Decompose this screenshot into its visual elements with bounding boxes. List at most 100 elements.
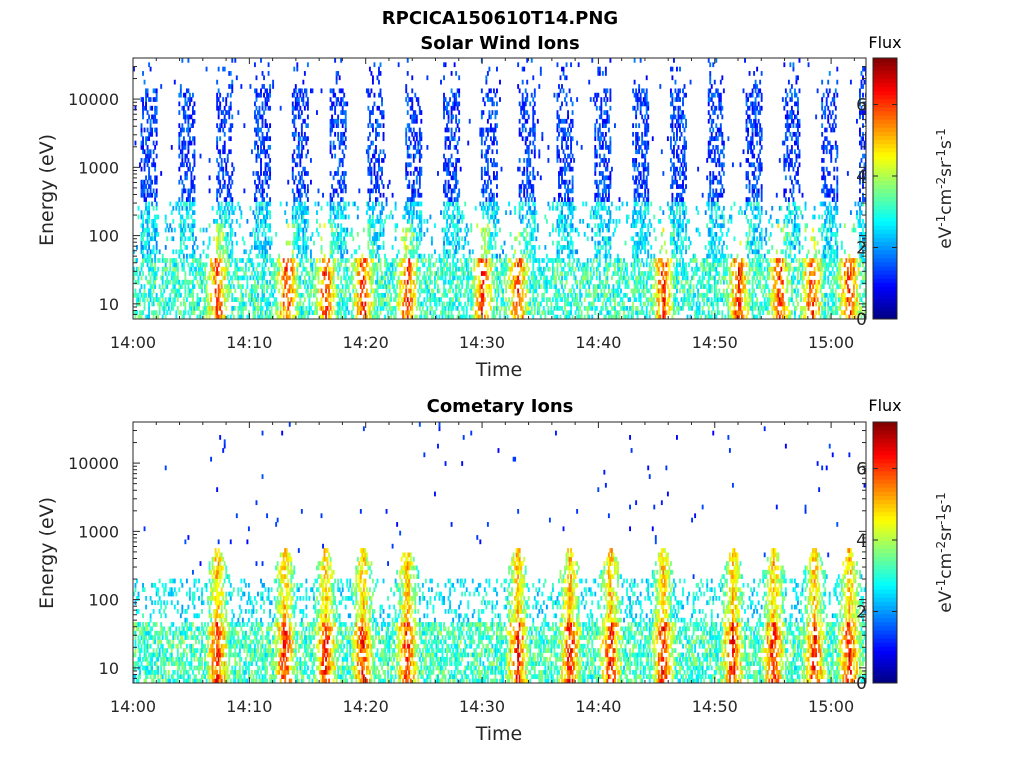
- spectrogram-cell: [151, 232, 154, 237]
- spectrogram-cell: [384, 262, 386, 268]
- spectrogram-cell: [181, 227, 184, 233]
- spectrogram-cell: [344, 262, 347, 268]
- spectrogram-cell: [396, 253, 399, 259]
- spectrogram-cell: [261, 123, 264, 128]
- spectrogram-cell: [226, 266, 229, 272]
- spectrogram-cell: [260, 58, 262, 63]
- spectrogram-cell: [331, 197, 334, 202]
- spectrogram-cell: [489, 288, 492, 294]
- spectrogram-cell: [539, 175, 542, 181]
- spectrogram-cell: [255, 127, 258, 133]
- spectrogram-cell: [291, 253, 294, 259]
- spectrogram-cell: [267, 97, 270, 102]
- spectrogram-cell: [568, 201, 571, 207]
- spectrogram-cell: [258, 188, 261, 194]
- spectrogram-cell: [148, 184, 151, 189]
- spectrogram-cell: [149, 97, 152, 102]
- spectrogram-cell: [293, 271, 296, 276]
- spectrogram-cell: [247, 253, 250, 259]
- spectrogram-cell: [257, 145, 259, 150]
- spectrogram-cell: [567, 214, 570, 220]
- spectrogram-cell: [143, 284, 146, 289]
- spectrogram-cell: [133, 292, 135, 298]
- spectrogram-cell: [291, 205, 294, 211]
- spectrogram-cell: [305, 192, 308, 198]
- spectrogram-cell: [471, 314, 474, 319]
- spectrogram-cell: [302, 305, 305, 311]
- spectrogram-cell: [338, 266, 341, 272]
- spectrogram-cell: [296, 284, 299, 289]
- spectrogram-cell: [443, 288, 445, 294]
- spectrogram-cell: [312, 292, 315, 298]
- spectrogram-cell: [297, 236, 300, 242]
- spectrogram-cell: [149, 275, 152, 281]
- spectrogram-cell: [332, 279, 335, 285]
- spectrogram-cell: [488, 227, 491, 233]
- spectrogram-cell: [443, 301, 445, 307]
- spectrogram-cell: [305, 227, 308, 233]
- spectrogram-cell: [503, 240, 506, 246]
- spectrogram-cell: [402, 271, 405, 276]
- spectrogram-cell: [322, 271, 324, 276]
- spectrogram-cell: [496, 175, 498, 181]
- spectrogram-cell: [355, 301, 358, 307]
- spectrogram-cell: [368, 236, 371, 242]
- spectrogram-cell: [316, 271, 318, 276]
- spectrogram-cell: [538, 262, 541, 268]
- spectrogram-cell: [526, 149, 529, 155]
- spectrogram-cell: [390, 297, 393, 302]
- spectrogram-cell: [237, 110, 240, 115]
- spectrogram-cell: [254, 288, 256, 294]
- spectrogram-cell: [154, 175, 157, 181]
- spectrogram-cell: [562, 288, 565, 294]
- spectrogram-cell: [533, 197, 536, 202]
- spectrogram-cell: [562, 179, 565, 185]
- spectrogram-cell: [559, 171, 562, 176]
- spectrogram-cell: [440, 258, 442, 263]
- spectrogram-cell: [411, 218, 414, 224]
- spectrogram-cell: [148, 97, 151, 102]
- spectrogram-cell: [382, 301, 385, 307]
- spectrogram-cell: [187, 166, 190, 172]
- spectrogram-cell: [437, 288, 439, 294]
- spectrogram-cell: [471, 301, 474, 307]
- spectrogram-cell: [446, 127, 449, 133]
- spectrogram-cell: [338, 101, 341, 107]
- spectrogram-cell: [205, 314, 208, 319]
- spectrogram-cell: [423, 288, 426, 294]
- spectrogram-cell: [184, 97, 187, 102]
- spectrogram-cell: [388, 305, 391, 311]
- spectrogram-cell: [211, 262, 214, 268]
- spectrogram-cell: [456, 149, 459, 155]
- spectrogram-cell: [375, 232, 377, 237]
- spectrogram-cell: [340, 118, 343, 124]
- spectrogram-cell: [545, 275, 548, 281]
- spectrogram-cell: [182, 310, 185, 316]
- spectrogram-cell: [267, 105, 270, 111]
- spectrogram-cell: [244, 292, 247, 298]
- spectrogram-cell: [526, 258, 529, 263]
- spectrogram-cell: [216, 245, 219, 250]
- spectrogram-cell: [532, 123, 535, 128]
- spectrogram-cell: [412, 153, 415, 159]
- spectrogram-cell: [331, 284, 334, 289]
- spectrogram-cell: [293, 245, 296, 250]
- spectrogram-cell: [568, 179, 571, 185]
- spectrogram-cell: [185, 297, 188, 302]
- spectrogram-cell: [247, 310, 250, 316]
- spectrogram-cell: [267, 153, 270, 159]
- spectrogram-cell: [562, 131, 565, 137]
- spectrogram-cell: [470, 275, 473, 281]
- spectrogram-cell: [261, 249, 264, 255]
- spectrogram-cell: [148, 292, 151, 298]
- spectrogram-cell: [149, 188, 152, 194]
- spectrogram-cell: [237, 275, 240, 281]
- spectrogram-cell: [191, 253, 194, 259]
- spectrogram-cell: [187, 279, 190, 285]
- spectrogram-cell: [496, 275, 498, 281]
- spectrogram-cell: [329, 301, 332, 307]
- spectrogram-cell: [447, 184, 450, 189]
- spectrogram-cell: [257, 184, 259, 189]
- spectrogram-cell: [216, 310, 219, 316]
- spectrogram-cell: [414, 284, 417, 289]
